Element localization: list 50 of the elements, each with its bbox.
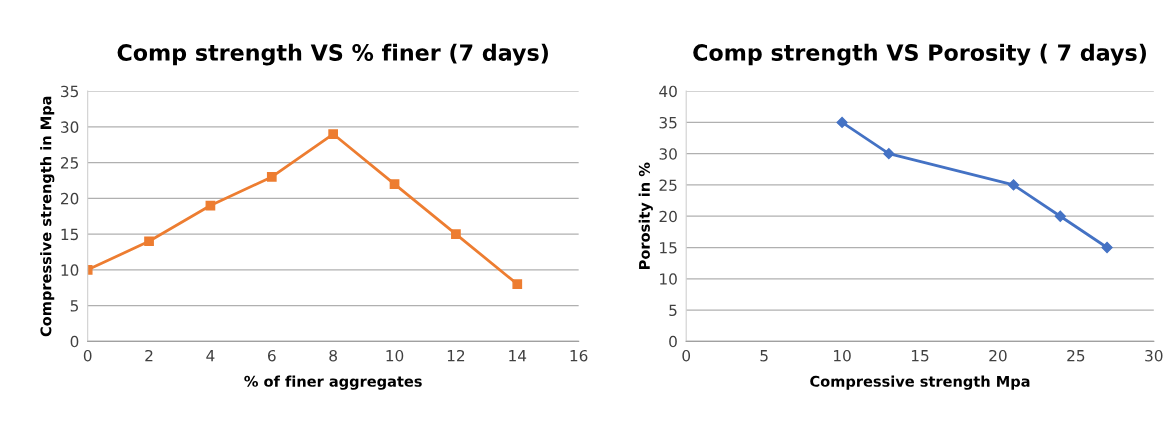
y-tick-label: 0 [70, 335, 79, 348]
y-axis-title: Porosity in % [638, 162, 653, 270]
x-tick-label: 16 [570, 349, 588, 362]
y-tick-label: 35 [61, 85, 79, 98]
y-tick-label: 15 [61, 228, 79, 241]
point [512, 279, 523, 290]
x-axis-title: % of finer aggregates [244, 375, 422, 390]
x-tick-label: 10 [386, 349, 404, 362]
x-tick-label: 4 [206, 350, 215, 362]
y-tick-label: 25 [659, 179, 677, 191]
y-tick-label: 20 [61, 192, 79, 205]
y-tick-label: 0 [669, 335, 677, 348]
y-tick-label: 10 [61, 264, 79, 276]
point [883, 148, 895, 160]
point [328, 129, 339, 139]
x-tick-label: 0 [83, 349, 92, 362]
x-tick-label: 12 [447, 349, 465, 362]
point [1007, 179, 1020, 191]
point [389, 179, 400, 189]
x-tick-label: 0 [682, 349, 691, 362]
point [1101, 241, 1113, 254]
y-axis-title: Compressive strength in Mpa [40, 96, 55, 337]
x-tick-label: 5 [760, 350, 768, 362]
y-tick-label: 20 [659, 210, 677, 223]
x-tick-label: 2 [145, 349, 153, 362]
point [266, 172, 277, 182]
chart-title: Comp strength VS % finer (7 days) [117, 43, 548, 66]
point [836, 116, 848, 129]
y-tick-label: 25 [61, 157, 79, 169]
x-tick-label: 30 [1145, 349, 1163, 362]
x-tick-label: 20 [989, 349, 1007, 362]
chart-title: Comp strength VS Porosity ( 7 days) [693, 43, 1146, 66]
y-tick-label: 35 [659, 116, 677, 129]
x-tick-label: 8 [329, 349, 337, 362]
x-tick-label: 6 [268, 349, 276, 362]
y-tick-label: 30 [659, 148, 677, 160]
x-tick-label: 25 [1067, 349, 1085, 362]
y-tick-label: 5 [669, 304, 677, 317]
x-tick-label: 14 [509, 350, 527, 362]
y-tick-label: 30 [61, 121, 79, 133]
x-tick-label: 10 [834, 349, 851, 362]
x-axis-title: Compressive strength Mpa [810, 375, 1030, 390]
y-tick-label: 5 [70, 300, 79, 312]
point [451, 229, 461, 239]
y-tick-label: 15 [660, 242, 677, 254]
point [144, 236, 154, 247]
y-tick-label: 40 [659, 85, 677, 98]
point [1054, 210, 1066, 222]
y-tick-label: 10 [660, 273, 677, 285]
x-tick-label: 15 [911, 350, 929, 362]
